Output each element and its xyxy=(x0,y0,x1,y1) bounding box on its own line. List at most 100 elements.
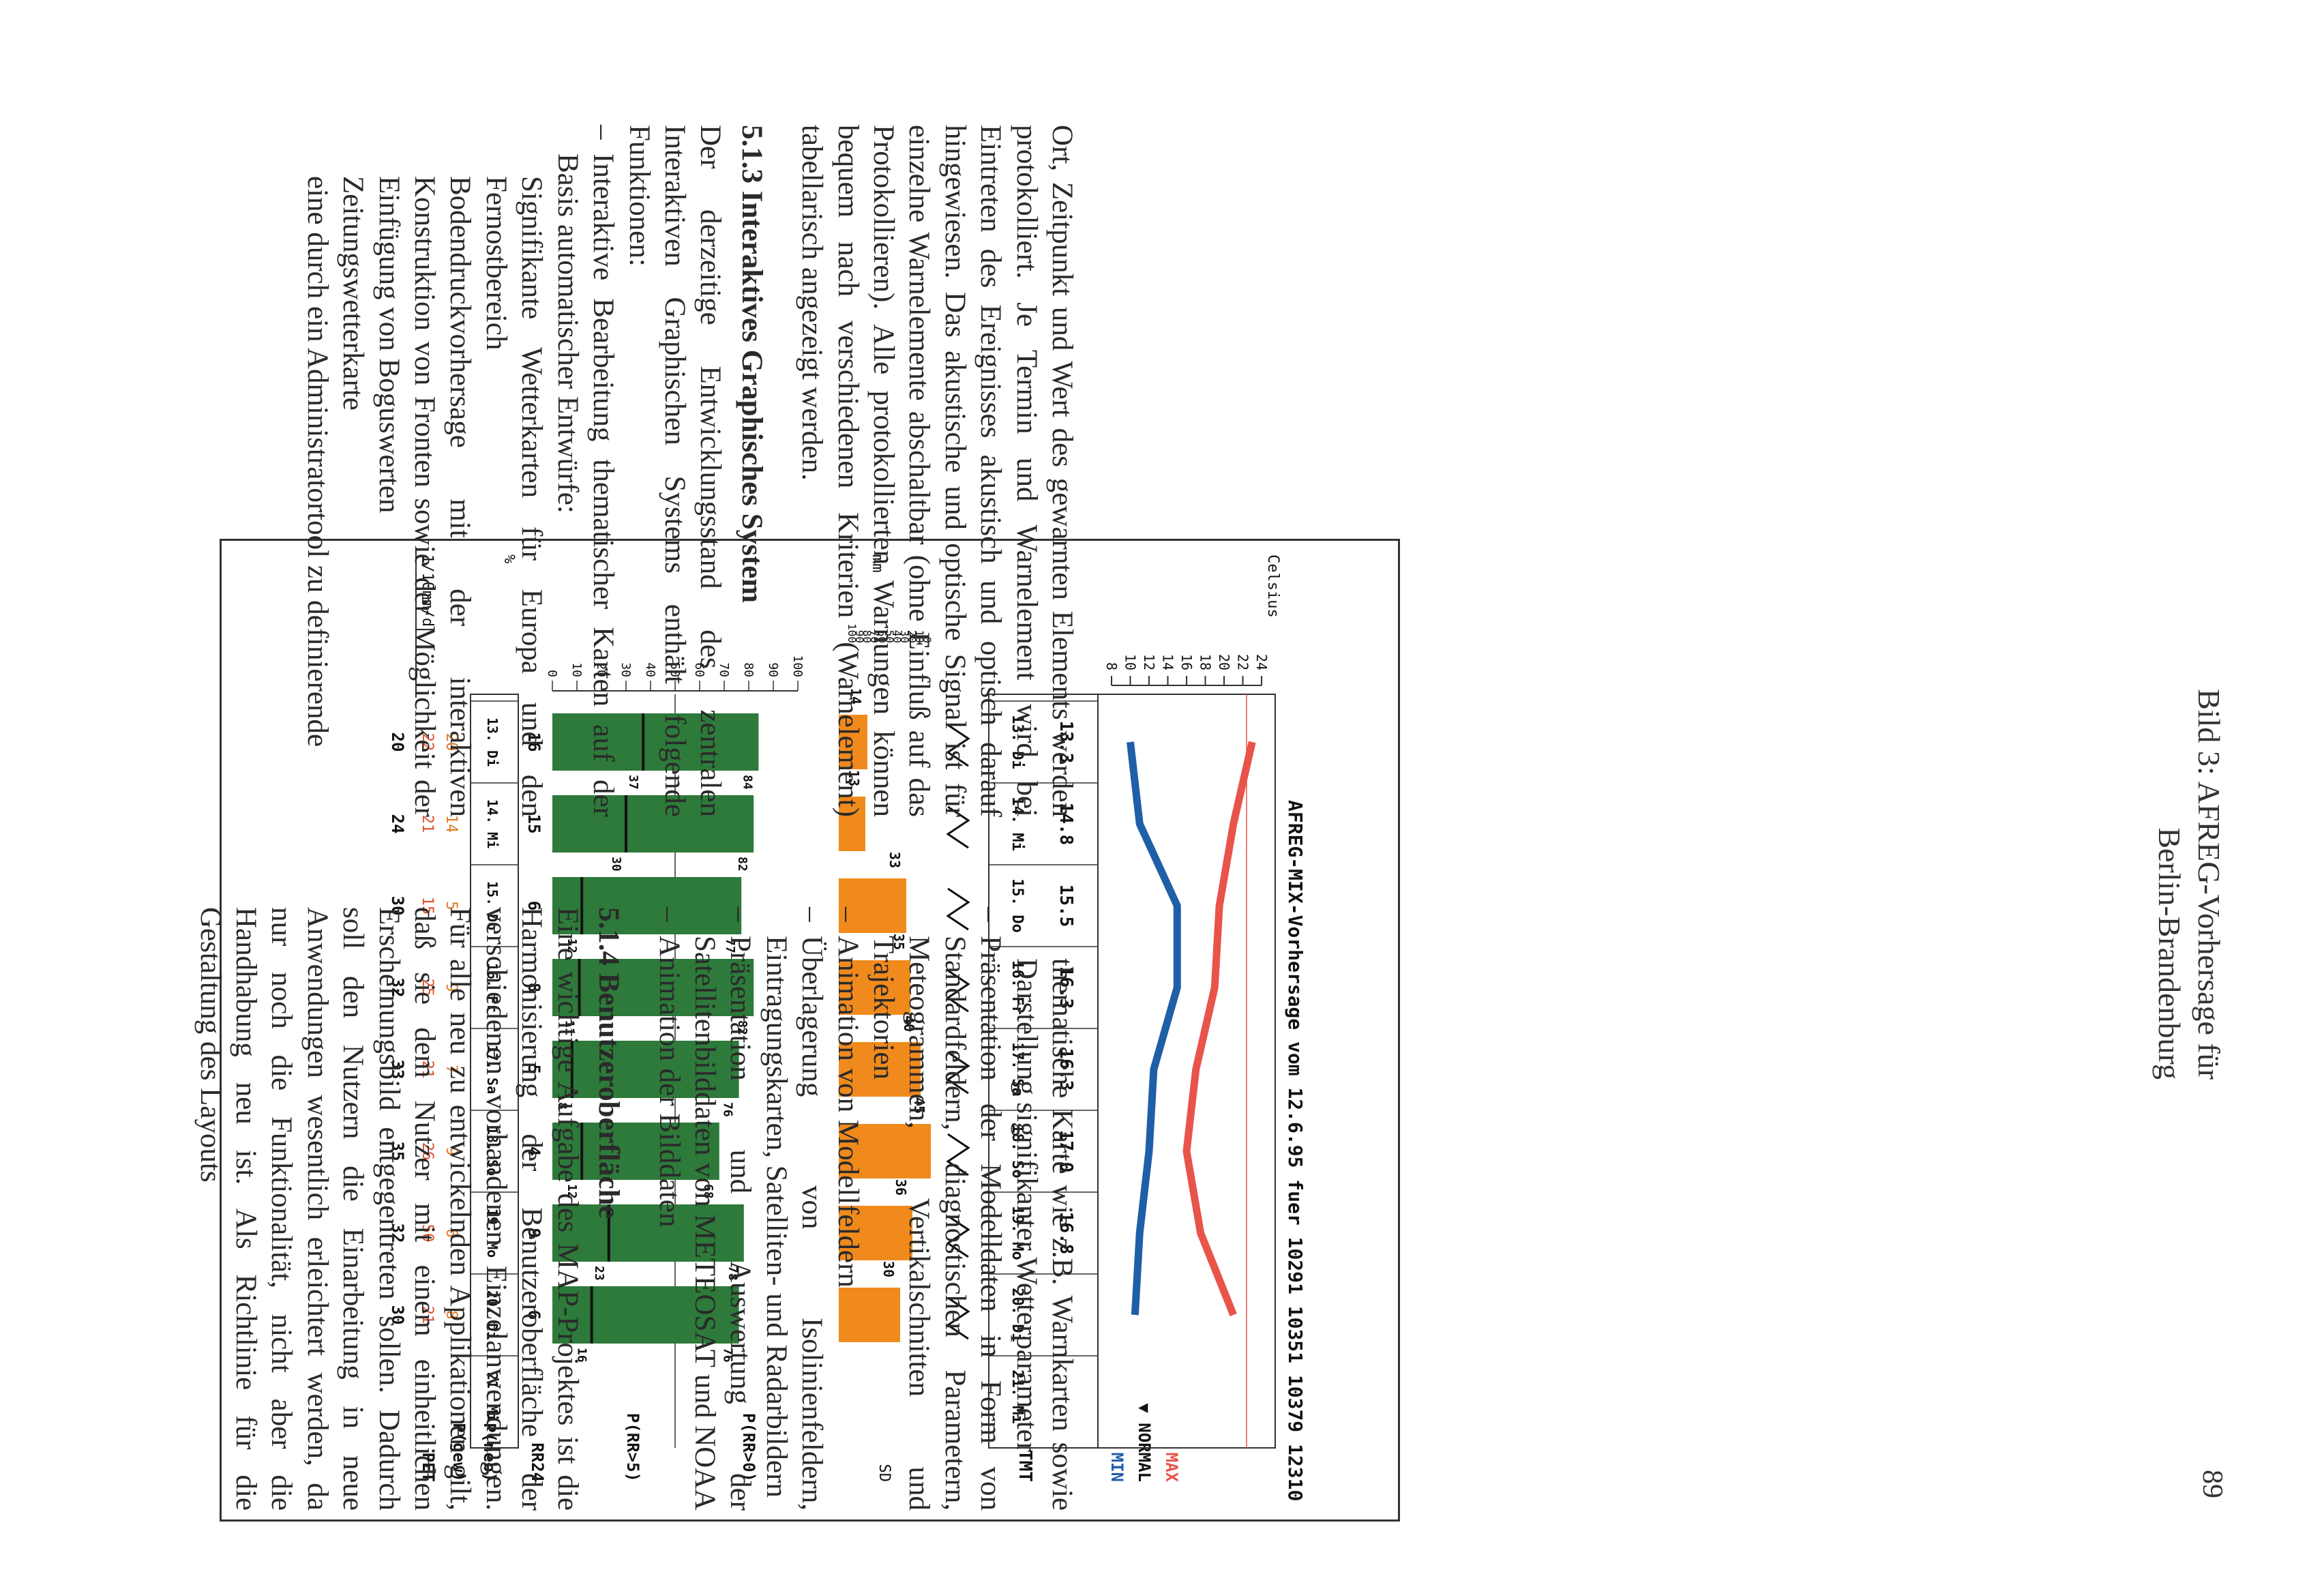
p-gew-value: 21 xyxy=(419,1306,436,1324)
p-tick-label: 70 xyxy=(717,662,731,677)
bottom-day-label: 20. Di xyxy=(484,1290,501,1339)
tmt-value: 16.3 xyxy=(1056,1048,1076,1091)
bottom-day-label: 13. Di xyxy=(484,717,501,767)
p-gew-value: 21 xyxy=(419,1061,436,1079)
tmin-line xyxy=(1127,741,1181,1316)
rr24-value: 5 xyxy=(524,1065,543,1074)
figure-caption: Bild 3: AFREG-Vorhersage für Berlin-Bran… xyxy=(2149,125,2229,1080)
pet-value: 33 xyxy=(388,1060,407,1080)
p-rr5-value: 8 xyxy=(555,1102,569,1110)
pet-value: 32 xyxy=(388,978,407,998)
percent-label: % xyxy=(501,554,518,563)
section-heading: 5.1.3 Interaktives Graphisches System xyxy=(735,125,768,604)
list-item-text: Präsentation und Auswertung der Satellit… xyxy=(688,936,757,1511)
sd-value: 14 xyxy=(848,688,864,705)
rr24-value: 8 xyxy=(524,983,543,992)
bottom-day-label: 19. Mo xyxy=(484,1208,501,1258)
sd-bar xyxy=(839,715,867,769)
pet-value: 32 xyxy=(388,1224,407,1243)
section-heading: 5.1.4 Benutzeroberfläche xyxy=(593,907,625,1219)
tmt-label: TMT xyxy=(1015,1450,1035,1482)
p-tick-label: 60 xyxy=(692,662,706,677)
day-label: 18. So xyxy=(1009,1124,1026,1178)
continued-text: thematische Karte wie z.B. Warnkarten so… xyxy=(1010,958,1078,1511)
p-rr5-value: 12 xyxy=(565,1184,579,1199)
bottom-day-label: 15. Do xyxy=(484,881,501,930)
pet-value: 30 xyxy=(388,1305,407,1325)
p-neb-label: P(neb) xyxy=(480,1423,499,1482)
temp-tick-label: 22 xyxy=(1235,654,1251,670)
rr24-value: 6 xyxy=(524,1310,543,1320)
sub-item: Zeitungswetterkarte xyxy=(337,176,370,411)
p-rr5-value: 23 xyxy=(592,1266,606,1281)
list-item-text: Animation von Modellfeldern xyxy=(831,936,864,1288)
p-tick-label: 40 xyxy=(643,662,657,677)
temp-tick-label: 24 xyxy=(1253,654,1270,670)
p-gew-label: P(gew) xyxy=(449,1423,468,1482)
p-neb-value: 8 xyxy=(443,1310,460,1319)
temp-tick-label: 12 xyxy=(1141,654,1157,670)
sd-tick-label: 80 xyxy=(861,630,874,643)
p-gew-value: 26 xyxy=(419,1142,436,1161)
p-rr5-value: 12 xyxy=(565,938,579,953)
p-tick-label: 100 xyxy=(790,655,805,677)
sd-tick-label: 60 xyxy=(876,630,889,643)
paragraph: Eine wichtige Aufgabe des MAP-Projektes … xyxy=(194,907,584,1511)
list-item-text: Interaktive Bearbeitung thematischer Kar… xyxy=(551,153,620,817)
list-item: Interaktive Bearbeitung thematischer Kar… xyxy=(549,125,621,817)
day-label: 14. Mi xyxy=(1009,797,1026,850)
bullet-list: Präsentation der Modelldaten in Form von… xyxy=(651,907,1008,1511)
p-gew-value: 50 xyxy=(419,1224,436,1243)
rr24-value: 16 xyxy=(524,732,543,752)
bullet-list: Interaktive Bearbeitung thematischer Kar… xyxy=(549,125,621,817)
sd-tick-label: 50 xyxy=(883,630,896,643)
sd-bar xyxy=(839,797,865,851)
sd-tick-label: 40 xyxy=(891,630,904,643)
p-rr0-value: 84 xyxy=(740,775,754,790)
mm-axis-label: mm xyxy=(869,554,886,573)
tmt-value: 17.0 xyxy=(1056,1130,1076,1173)
temp-tick-label: 14 xyxy=(1160,654,1176,670)
sd-tick-label: 20 xyxy=(906,630,919,643)
rr24-value: 15 xyxy=(524,814,543,834)
temp-tick-label: 8 xyxy=(1103,662,1120,670)
tmt-value: 13.3 xyxy=(1056,721,1076,764)
sub-item: Bodendruckvorhersage mit der interaktive… xyxy=(372,176,477,817)
p-neb-value: 6 xyxy=(443,1228,460,1237)
right-text-column: thematische Karte wie z.B. Warnkarten so… xyxy=(192,907,1079,1511)
p-neb-value: 14 xyxy=(443,815,460,833)
sub-item: Signifikante Wetterkarten für Europa und… xyxy=(479,176,548,817)
bottom-day-label: 14. Mi xyxy=(484,799,501,848)
p-rr5-value: 37 xyxy=(626,775,640,790)
paragraph: Ort, Zeitpunkt und Wert des gewarnten El… xyxy=(796,125,1078,817)
tmax-line xyxy=(1182,741,1256,1317)
sd-tick-label: 0 xyxy=(921,636,934,643)
temp-tick-label: 20 xyxy=(1216,654,1232,670)
sd-tick-label: 30 xyxy=(898,630,911,643)
bottom-day-label: 18. So xyxy=(484,1127,501,1176)
bottom-day-frame xyxy=(470,694,519,1449)
max-label: MAX xyxy=(1162,1453,1181,1483)
page-number: 89 xyxy=(2196,1470,2228,1498)
p-neb-value: 20 xyxy=(443,733,460,752)
tmt-value: 15.5 xyxy=(1056,885,1076,928)
p-neb-value: 5 xyxy=(443,901,460,910)
p-rr5-value: 30 xyxy=(609,857,623,872)
bottom-day-label: 16. Fr xyxy=(484,963,501,1012)
caption-line-1: Bild 3: AFREG-Vorhersage für xyxy=(2192,689,2226,1080)
rr24-value: 4 xyxy=(524,1146,543,1156)
mm-per-day-label: 1/10mm/d xyxy=(419,554,436,627)
bottom-day-label: 17. Sa xyxy=(484,1045,501,1094)
list-item: Animation von Modellfeldern xyxy=(829,907,865,1511)
rr24-value: 6 xyxy=(524,901,543,910)
temp-tick-label: 10 xyxy=(1122,654,1139,670)
list-item: Präsentation und Auswertung der Satellit… xyxy=(687,907,758,1511)
p-tick-label: 90 xyxy=(766,662,780,677)
sub-item: eine durch ein Administratortool zu defi… xyxy=(301,176,333,747)
pet-value: 24 xyxy=(388,814,407,834)
p-tick-label: 80 xyxy=(741,662,756,677)
p-rr0-value: 82 xyxy=(735,857,749,872)
sd-tick-label: 90 xyxy=(853,630,866,643)
sd-tick-label: 10 xyxy=(913,630,926,643)
caption-line-2: Berlin-Brandenburg xyxy=(2152,827,2187,1080)
